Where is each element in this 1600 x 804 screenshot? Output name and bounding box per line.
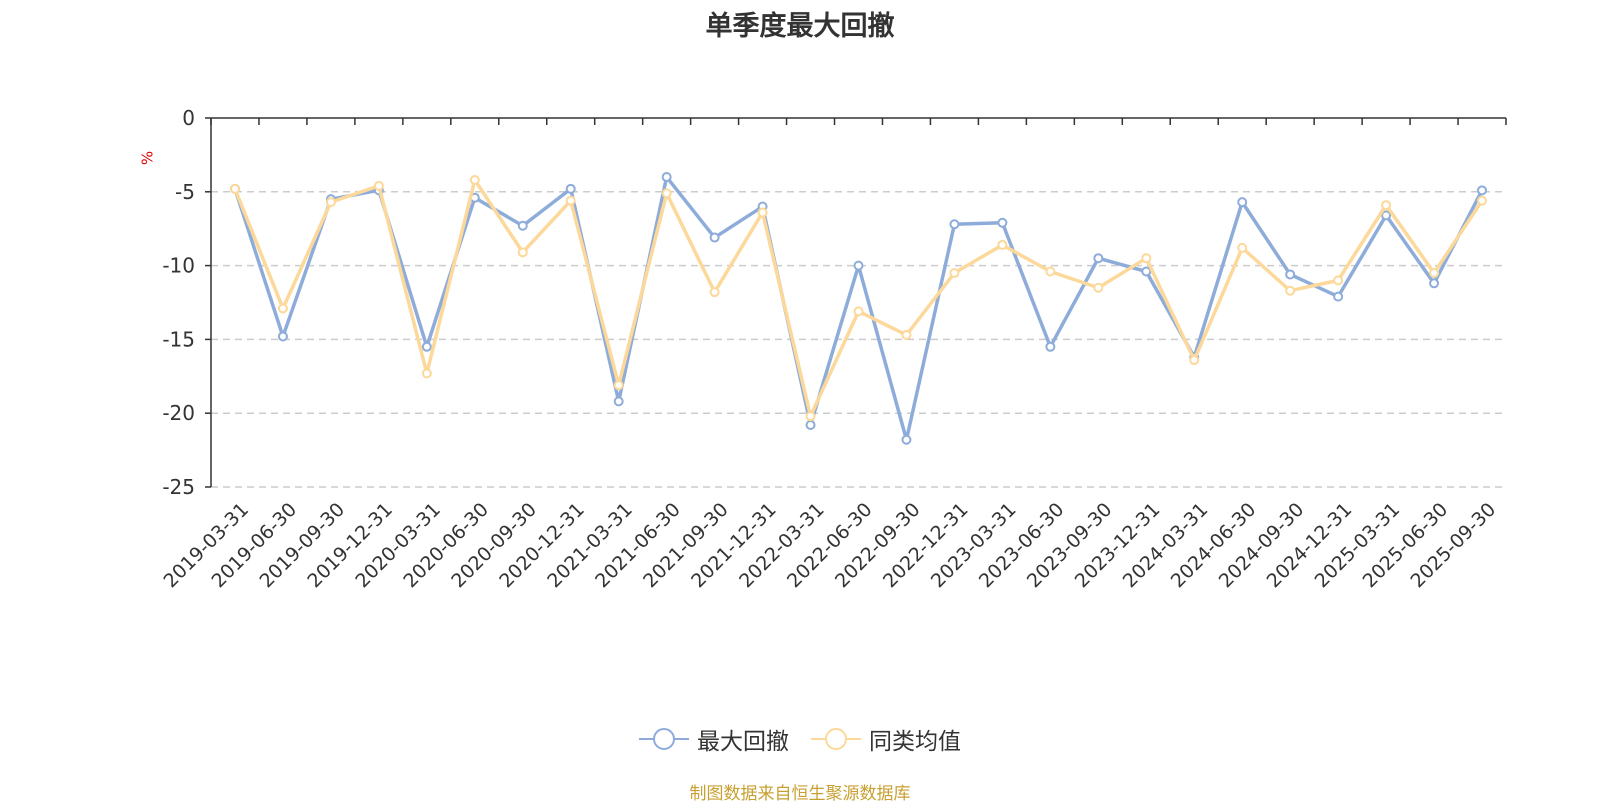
y-tick-label: -20 — [162, 401, 195, 425]
y-tick-label: -5 — [175, 180, 195, 204]
data-point[interactable] — [1285, 285, 1296, 296]
data-point[interactable] — [1045, 266, 1056, 277]
data-point[interactable] — [1237, 242, 1248, 253]
data-point[interactable] — [277, 303, 288, 314]
data-point[interactable] — [421, 368, 432, 379]
data-point[interactable] — [277, 331, 288, 342]
data-point[interactable] — [1381, 210, 1392, 221]
data-point[interactable] — [1189, 355, 1200, 366]
data-point[interactable] — [613, 396, 624, 407]
data-point[interactable] — [661, 172, 672, 183]
data-point[interactable] — [805, 420, 816, 431]
data-point[interactable] — [1285, 269, 1296, 280]
data-point[interactable] — [421, 341, 432, 352]
data-point[interactable] — [901, 329, 912, 340]
data-point[interactable] — [469, 174, 480, 185]
data-point[interactable] — [1381, 200, 1392, 211]
data-point[interactable] — [805, 411, 816, 422]
series-layer — [229, 172, 1488, 445]
series-line — [233, 178, 1484, 418]
legend-item-max-drawdown[interactable]: 最大回撤 — [639, 722, 789, 756]
y-tick-label: -15 — [162, 327, 195, 351]
data-point[interactable] — [949, 267, 960, 278]
data-point[interactable] — [565, 195, 576, 206]
data-point[interactable] — [1429, 278, 1440, 289]
data-point[interactable] — [757, 207, 768, 218]
data-point[interactable] — [517, 220, 528, 231]
legend: 最大回撤 同类均值 — [0, 722, 1600, 756]
data-point[interactable] — [1045, 341, 1056, 352]
data-point[interactable] — [661, 188, 672, 199]
y-tick-label: -25 — [162, 475, 195, 499]
legend-item-peer-average[interactable]: 同类均值 — [811, 722, 961, 756]
data-point[interactable] — [709, 232, 720, 243]
y-tick-label: 0 — [182, 106, 195, 130]
data-point[interactable] — [997, 239, 1008, 250]
data-point[interactable] — [1141, 266, 1152, 277]
data-point[interactable] — [325, 197, 336, 208]
data-point[interactable] — [1093, 253, 1104, 264]
data-point[interactable] — [229, 183, 240, 194]
data-point[interactable] — [1429, 267, 1440, 278]
y-tick-label: -10 — [162, 254, 195, 278]
legend-line-circle-icon — [811, 728, 861, 750]
data-point[interactable] — [997, 217, 1008, 228]
legend-label: 同类均值 — [869, 729, 961, 755]
data-point[interactable] — [517, 247, 528, 258]
data-point[interactable] — [949, 219, 960, 230]
data-source-note: 制图数据来自恒生聚源数据库 — [689, 784, 911, 804]
data-point[interactable] — [1477, 195, 1488, 206]
data-point[interactable] — [709, 287, 720, 298]
data-point[interactable] — [373, 180, 384, 191]
legend-line-circle-icon — [639, 728, 689, 750]
data-point[interactable] — [853, 260, 864, 271]
y-tick-labels: 0 -5 -10 -15 -20 -25 — [162, 106, 195, 499]
data-point[interactable] — [613, 380, 624, 391]
series-1 — [229, 174, 1488, 422]
data-point[interactable] — [1333, 275, 1344, 286]
data-point[interactable] — [565, 183, 576, 194]
data-point[interactable] — [853, 306, 864, 317]
chart-title: 单季度最大回撤 — [705, 11, 895, 42]
grid-lines — [211, 191, 1506, 488]
y-axis-unit-label: % — [139, 151, 157, 165]
axes — [205, 117, 1507, 488]
data-point[interactable] — [901, 434, 912, 445]
legend-label: 最大回撤 — [697, 729, 789, 755]
data-point[interactable] — [1333, 291, 1344, 302]
data-point[interactable] — [1141, 253, 1152, 264]
data-point[interactable] — [1093, 282, 1104, 293]
data-point[interactable] — [1477, 185, 1488, 196]
data-point[interactable] — [1237, 197, 1248, 208]
x-tick-labels: 2019-03-312019-06-302019-09-302019-12-31… — [159, 499, 1500, 593]
